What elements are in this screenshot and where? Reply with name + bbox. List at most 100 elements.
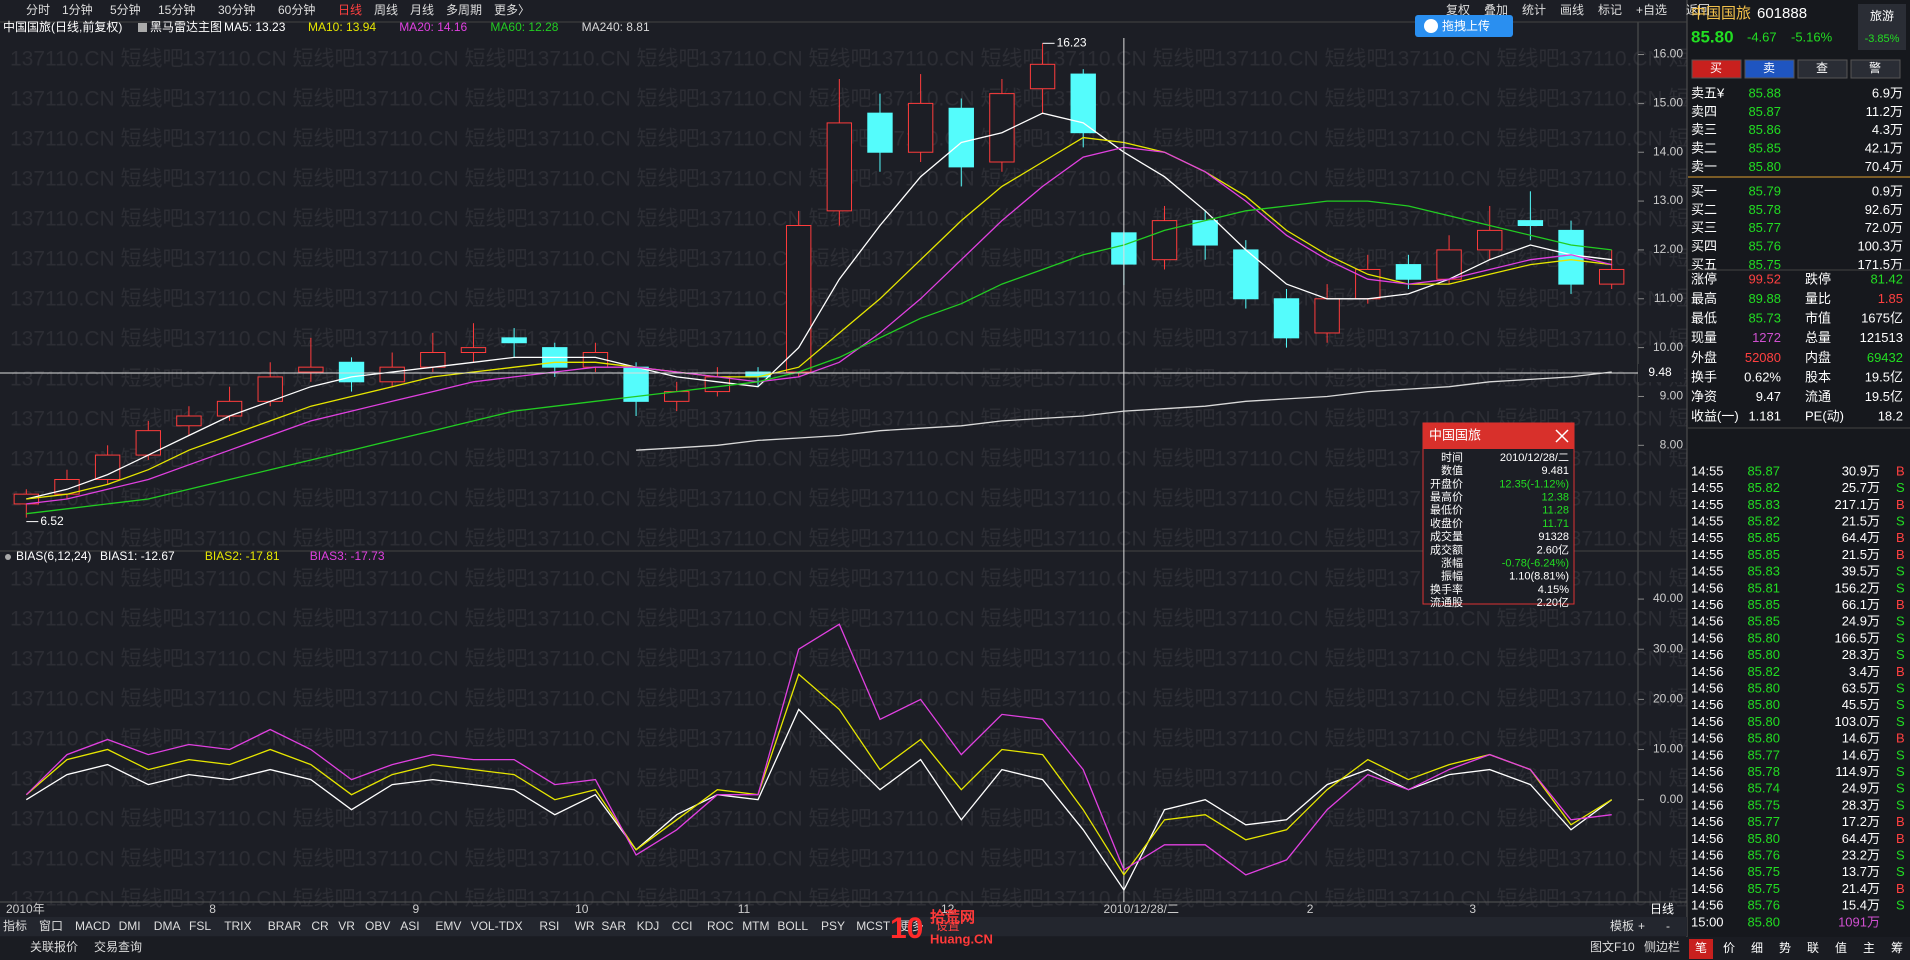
status-item[interactable]: 图文F10 — [1590, 939, 1635, 954]
menu-item[interactable]: 30分钟 — [218, 2, 255, 17]
tab[interactable]: BOLL — [777, 919, 808, 933]
menu-item[interactable]: +自选 — [1636, 3, 1667, 17]
tab[interactable]: VOL-TDX — [471, 919, 523, 933]
tick-price: 85.85 — [1747, 614, 1780, 629]
tab[interactable]: CCI — [672, 919, 693, 933]
tab[interactable]: VR — [338, 919, 355, 933]
watermark: 137110.CN 短线吧 — [698, 208, 872, 231]
trade-button[interactable] — [1797, 59, 1848, 79]
tab[interactable]: WR — [575, 919, 595, 933]
menu-item[interactable]: 60分钟 — [278, 2, 315, 17]
trade-button-label[interactable]: 卖 — [1763, 61, 1775, 75]
panel-icon[interactable]: 价 — [1723, 941, 1735, 955]
tab[interactable]: OBV — [365, 919, 390, 933]
price-change-pct: -5.16% — [1791, 29, 1833, 44]
tab[interactable]: 指标 — [3, 918, 27, 933]
menu-item[interactable]: 叠加 — [1484, 3, 1508, 17]
tab[interactable]: EMV — [435, 919, 461, 933]
status-item[interactable]: 交易查询 — [94, 939, 142, 954]
tab[interactable]: SAR — [601, 919, 626, 933]
menu-item[interactable]: 多周期 — [446, 3, 482, 17]
sector-box[interactable] — [1858, 4, 1906, 50]
tab[interactable]: 更多 — [900, 919, 924, 933]
watermark: 137110.CN 短线吧 — [182, 128, 356, 151]
tab[interactable]: + — [1638, 919, 1645, 933]
tab[interactable]: RSI — [539, 919, 559, 933]
menu-item[interactable]: 画线 — [1560, 3, 1584, 17]
tab[interactable]: ROC — [707, 919, 734, 933]
close-icon[interactable] — [1555, 429, 1569, 443]
tab[interactable]: MTM — [742, 919, 769, 933]
watermark: 137110.CN 短线吧 — [1042, 608, 1216, 631]
tab[interactable]: TRIX — [224, 919, 251, 933]
trade-button[interactable] — [1744, 59, 1795, 79]
menu-item[interactable]: 返回 — [1686, 3, 1710, 17]
trade-button-label[interactable]: 警 — [1869, 60, 1881, 75]
watermark: 137110.CN 短线吧 — [526, 848, 700, 871]
tab[interactable]: KDJ — [637, 919, 660, 933]
stat-value: 99.52 — [1748, 271, 1781, 286]
tick-time: 14:56 — [1691, 898, 1724, 913]
watermark: 137110.CN 短线吧 — [182, 208, 356, 231]
tick-volume: 21.4万 — [1842, 881, 1880, 896]
menu-item[interactable]: 更多〉 — [494, 3, 530, 17]
tab[interactable]: FSL — [189, 919, 211, 933]
tab[interactable]: DMI — [119, 919, 141, 933]
trade-button[interactable] — [1691, 59, 1742, 79]
panel-icon[interactable]: 笔 — [1695, 940, 1707, 955]
tab[interactable]: BRAR — [268, 919, 302, 933]
tab[interactable]: ASI — [400, 919, 419, 933]
menu-item[interactable]: 月线 — [410, 3, 434, 17]
watermark: 137110.CN 短线吧 — [10, 128, 184, 151]
menu-item[interactable]: 统计 — [1522, 3, 1546, 17]
menu-item[interactable]: 1分钟 — [62, 2, 93, 17]
panel-icon[interactable]: 筹 — [1891, 941, 1903, 955]
tab[interactable]: 窗口 — [39, 919, 63, 933]
tick-volume: 30.9万 — [1842, 463, 1880, 478]
stat-value: 89.88 — [1748, 291, 1781, 306]
trade-button-label[interactable]: 查 — [1816, 61, 1828, 75]
status-bar — [0, 937, 1910, 960]
menu-item[interactable]: 分时 — [26, 3, 50, 17]
watermark: 137110.CN 短线吧 — [182, 88, 356, 111]
watermark: 137110.CN 短线吧 — [870, 888, 1044, 911]
upload-button[interactable] — [1415, 15, 1513, 37]
menu-item[interactable]: 5分钟 — [110, 2, 141, 17]
trade-button-label[interactable]: 买 — [1710, 61, 1722, 75]
upload-icon — [1424, 19, 1438, 33]
upload-label[interactable]: 拖拽上传 — [1442, 18, 1490, 33]
panel-icon[interactable]: 势 — [1779, 941, 1791, 955]
status-item[interactable]: 侧边栏 — [1644, 939, 1680, 954]
tab[interactable]: PSY — [821, 919, 845, 933]
tab[interactable]: 设置 — [936, 919, 960, 933]
tab[interactable]: MACD — [75, 919, 111, 933]
tick-price: 85.80 — [1747, 647, 1780, 662]
tooltip-key: 流通股 — [1430, 595, 1463, 609]
tab[interactable]: CR — [311, 919, 329, 933]
menu-item[interactable]: 周线 — [374, 3, 398, 17]
menu-item[interactable]: 复权 — [1446, 3, 1470, 17]
tab[interactable]: DMA — [154, 919, 181, 933]
panel-icon[interactable]: 联 — [1807, 941, 1819, 955]
tab[interactable]: - — [1666, 919, 1670, 933]
tick-price: 85.81 — [1747, 580, 1780, 595]
watermark: 137110.CN 短线吧 — [526, 608, 700, 631]
tab[interactable]: MCST — [856, 919, 891, 933]
menu-item[interactable]: 日线 — [338, 3, 362, 17]
panel-icon[interactable]: 主 — [1863, 941, 1875, 955]
tooltip-value: 2.20亿 — [1537, 596, 1569, 609]
menu-item[interactable]: 标记 — [1598, 3, 1622, 17]
trade-button[interactable] — [1850, 59, 1901, 79]
panel-icon[interactable]: 值 — [1835, 940, 1847, 955]
tab[interactable]: 模板 — [1610, 919, 1634, 933]
candle-body — [501, 337, 527, 344]
menu-item[interactable]: 15分钟 — [158, 2, 195, 17]
status-item[interactable]: 关联报价 — [30, 939, 78, 954]
watermark: 137110.CN 短线吧 — [182, 488, 356, 511]
tick-price: 85.80 — [1747, 681, 1780, 696]
tooltip-key: 收盘价 — [1430, 516, 1463, 530]
stat-label: 流通 — [1805, 389, 1831, 404]
candle-body — [1273, 298, 1300, 339]
y-tick-label: 8.00 — [1660, 437, 1684, 451]
panel-icon[interactable]: 细 — [1751, 941, 1763, 955]
